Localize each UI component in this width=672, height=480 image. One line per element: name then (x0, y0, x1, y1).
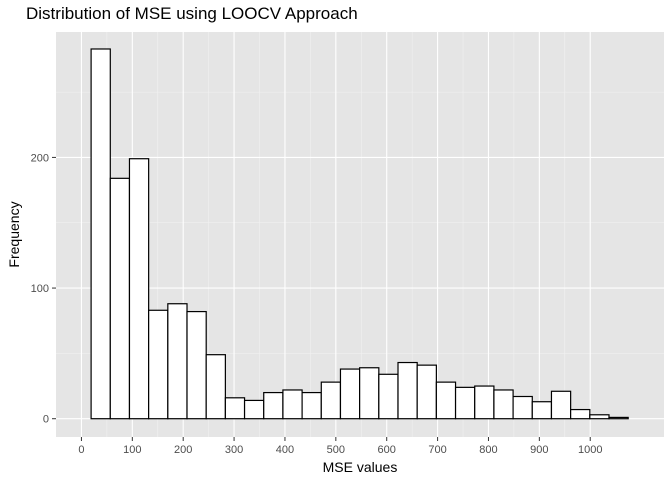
histogram-bar (589, 414, 610, 420)
histogram-bar (205, 354, 226, 420)
x-tick-label: 200 (174, 444, 192, 456)
histogram-bar (186, 310, 207, 420)
histogram-bar (416, 364, 437, 420)
histogram-bar (550, 390, 572, 420)
chart-title: Distribution of MSE using LOOCV Approach (26, 4, 358, 23)
histogram-bar (378, 373, 399, 420)
x-tick-label: 100 (123, 444, 141, 456)
x-tick-label: 800 (479, 444, 497, 456)
y-axis: 0 100 200 (31, 152, 56, 426)
x-tick-label: 500 (327, 444, 345, 456)
y-tick-label: 200 (31, 152, 49, 164)
histogram-bar (359, 367, 380, 420)
histogram-bar (148, 309, 169, 420)
histogram-bar (90, 48, 111, 420)
histogram-bar (167, 303, 188, 420)
y-tick-label: 100 (31, 283, 49, 295)
x-axis-title: MSE values (323, 459, 398, 475)
histogram-bar (531, 401, 553, 420)
histogram-bars (90, 48, 629, 420)
histogram-bar (282, 389, 303, 420)
histogram-bar (608, 416, 629, 420)
histogram-bar (454, 386, 476, 420)
histogram-bar (109, 177, 131, 420)
histogram-bar (128, 158, 150, 420)
x-tick-label: 600 (378, 444, 396, 456)
histogram-bar (224, 397, 246, 420)
histogram-bar (474, 385, 495, 420)
x-tick-label: 1000 (578, 444, 602, 456)
histogram-bar (570, 408, 591, 420)
histogram-bar (243, 399, 265, 420)
x-axis: 0 100 200 300 400 500 600 700 800 900 1000 (78, 437, 602, 456)
x-tick-label: 700 (428, 444, 446, 456)
x-tick-label: 400 (276, 444, 294, 456)
histogram-bar (320, 381, 342, 420)
histogram-bar (263, 391, 284, 420)
histogram-bar (435, 381, 457, 420)
histogram-bar (397, 361, 418, 420)
histogram-bar (339, 368, 361, 420)
x-tick-label: 300 (225, 444, 243, 456)
histogram-bar (493, 389, 514, 420)
x-tick-label: 900 (530, 444, 548, 456)
histogram-bar (512, 395, 533, 420)
x-tick-label: 0 (78, 444, 84, 456)
y-tick-label: 0 (43, 414, 49, 426)
y-axis-title: Frequency (6, 201, 22, 267)
histogram-bar (301, 391, 322, 420)
